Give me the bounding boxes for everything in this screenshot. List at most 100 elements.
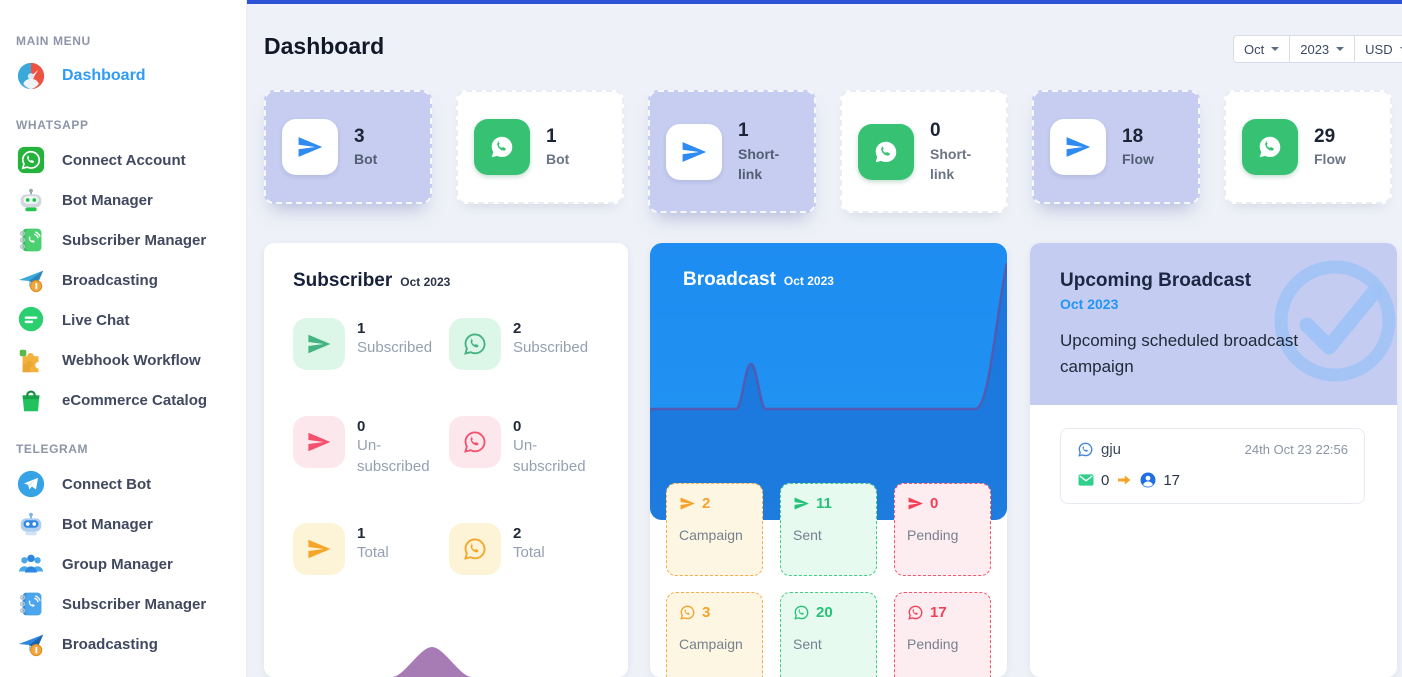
stat-telegram-subscribed: 1 Subscribed — [293, 318, 449, 370]
telegram-plane-icon — [666, 123, 722, 180]
stat-whatsapp-unsubscribed: 0 Un-subscribed — [449, 416, 605, 477]
stat-value: 3 — [354, 125, 365, 147]
sidebar-item-wa-connect-account[interactable]: Connect Account — [0, 140, 246, 180]
shopping-bag-icon — [16, 385, 46, 415]
upcoming-panel-header: Upcoming Broadcast Oct 2023 Upcoming sch… — [1030, 243, 1397, 405]
stat-whatsapp-sent: 20 Sent — [780, 592, 877, 677]
stat-card-whatsapp-flow: 29 Flow — [1224, 90, 1392, 204]
stat-label: Subscribed — [513, 339, 589, 356]
sidebar-item-tg-bot-manager[interactable]: Bot Manager — [0, 504, 246, 544]
check-circle-icon — [1274, 260, 1396, 382]
paper-plane-coin-icon — [16, 265, 46, 295]
currency-filter-value: USD — [1365, 41, 1393, 57]
chevron-down-icon — [1336, 47, 1345, 55]
sidebar-item-label: Dashboard — [62, 67, 146, 84]
sidebar-item-label: Group Manager — [62, 555, 173, 573]
stat-whatsapp-subscribed: 2 Subscribed — [449, 318, 605, 370]
stat-value: 3 — [702, 604, 711, 621]
stat-value: 0 — [357, 418, 366, 435]
subscriber-panel: Subscriber Oct 2023 1 Subscribed 2 Subscri… — [264, 243, 628, 677]
sidebar-item-wa-bot-manager[interactable]: Bot Manager — [0, 180, 246, 220]
sidebar-item-dashboard[interactable]: Dashboard — [0, 56, 246, 96]
sidebar-item-label: Subscriber Manager — [62, 595, 207, 613]
telegram-plane-icon — [282, 119, 338, 175]
stat-label: Bot — [546, 151, 570, 168]
stat-value: 1 — [738, 120, 749, 141]
stat-whatsapp-campaign: 3 Campaign — [666, 592, 763, 677]
stat-card-whatsapp-bot: 1 Bot — [456, 90, 624, 204]
stat-value: 0 — [513, 418, 522, 435]
stat-cards-row: 3 Bot 1 Bot 1 Short-link 0 Short-link 18 Flow — [264, 90, 1392, 214]
sidebar-item-label: Live Chat — [62, 311, 130, 329]
sidebar-item-wa-ecommerce-catalog[interactable]: eCommerce Catalog — [0, 380, 246, 420]
stat-telegram-total: 1 Total — [293, 523, 449, 575]
stat-label: Un-subscribed — [357, 437, 430, 475]
currency-filter-dropdown[interactable]: USD — [1354, 35, 1402, 63]
stat-value: 2 — [702, 495, 711, 512]
contact-book-icon — [16, 589, 46, 619]
whatsapp-icon — [794, 605, 809, 620]
puzzle-icon — [16, 345, 46, 375]
section-label-telegram: TELEGRAM — [16, 442, 89, 456]
contact-book-icon — [16, 225, 46, 255]
stat-label: Flow — [1122, 151, 1154, 168]
subscriber-panel-period: Oct 2023 — [400, 275, 451, 289]
robot-icon — [16, 509, 46, 539]
sidebar-item-tg-subscriber-manager[interactable]: Subscriber Manager — [0, 584, 246, 624]
upcoming-panel-title: Upcoming Broadcast — [1060, 270, 1252, 291]
month-filter-dropdown[interactable]: Oct — [1233, 35, 1291, 63]
stat-telegram-campaign: 2 Campaign — [666, 483, 763, 576]
entry-name: gju — [1101, 441, 1122, 458]
sidebar-item-label: Connect Bot — [62, 475, 152, 493]
sidebar-item-wa-subscriber-manager[interactable]: Subscriber Manager — [0, 220, 246, 260]
stat-value: 1 — [357, 525, 366, 542]
year-filter-dropdown[interactable]: 2023 — [1289, 35, 1356, 63]
section-label-main-menu: MAIN MENU — [16, 34, 91, 48]
broadcast-area-chart — [650, 262, 1007, 520]
stat-label: Un-subscribed — [513, 437, 586, 475]
stat-label: Sent — [793, 527, 822, 543]
sidebar-item-wa-live-chat[interactable]: Live Chat — [0, 300, 246, 340]
subscriber-stats-grid: 1 Subscribed 2 Subscribed 0 Un-subscribed 0… — [293, 318, 605, 575]
whatsapp-icon — [449, 318, 501, 370]
stat-whatsapp-total: 2 Total — [449, 523, 605, 575]
whatsapp-icon — [858, 123, 914, 180]
whatsapp-icon — [474, 119, 530, 175]
stat-value: 11 — [816, 495, 832, 512]
upcoming-broadcast-entry[interactable]: gju 24th Oct 23 22:56 0 17 — [1060, 428, 1365, 504]
page-title: Dashboard — [264, 33, 385, 59]
top-accent-bar — [247, 0, 1402, 4]
gauge-icon — [16, 61, 46, 91]
upcoming-broadcast-panel: Upcoming Broadcast Oct 2023 Upcoming sch… — [1030, 243, 1397, 677]
stat-label: Sent — [793, 636, 822, 652]
sidebar-item-tg-connect-bot[interactable]: Connect Bot — [0, 464, 246, 504]
whatsapp-icon — [16, 145, 46, 175]
stat-label: Bot — [354, 151, 378, 168]
year-filter-value: 2023 — [1300, 41, 1330, 57]
stat-value: 2 — [513, 525, 522, 542]
stat-label: Total — [357, 544, 389, 561]
stat-value: 18 — [1122, 125, 1144, 147]
sidebar-item-label: Bot Manager — [62, 191, 153, 209]
stat-telegram-pending: 0 Pending — [894, 483, 991, 576]
stat-value: 1 — [546, 125, 557, 147]
whatsapp-icon — [1078, 442, 1093, 457]
sidebar-item-label: eCommerce Catalog — [62, 391, 208, 409]
sidebar: MAIN MENU Dashboard WHATSAPP Connect Acc… — [0, 0, 247, 677]
telegram-plane-icon — [1050, 119, 1106, 175]
subscriber-panel-title: Subscriber — [293, 270, 393, 291]
sidebar-item-wa-broadcasting[interactable]: Broadcasting — [0, 260, 246, 300]
stat-value: 1 — [357, 320, 366, 337]
broadcast-panel-period: Oct 2023 — [783, 274, 834, 288]
stat-value: 29 — [1314, 125, 1336, 147]
sidebar-item-tg-broadcasting[interactable]: Broadcasting — [0, 624, 246, 664]
telegram-plane-icon — [794, 497, 809, 510]
stat-label: Short-link — [738, 145, 780, 182]
sidebar-item-wa-webhook-workflow[interactable]: Webhook Workflow — [0, 340, 246, 380]
stat-label: Total — [513, 544, 545, 561]
section-label-whatsapp: WHATSAPP — [16, 118, 89, 132]
stat-label: Campaign — [679, 636, 743, 652]
sidebar-item-tg-group-manager[interactable]: Group Manager — [0, 544, 246, 584]
stat-whatsapp-pending: 17 Pending — [894, 592, 991, 677]
